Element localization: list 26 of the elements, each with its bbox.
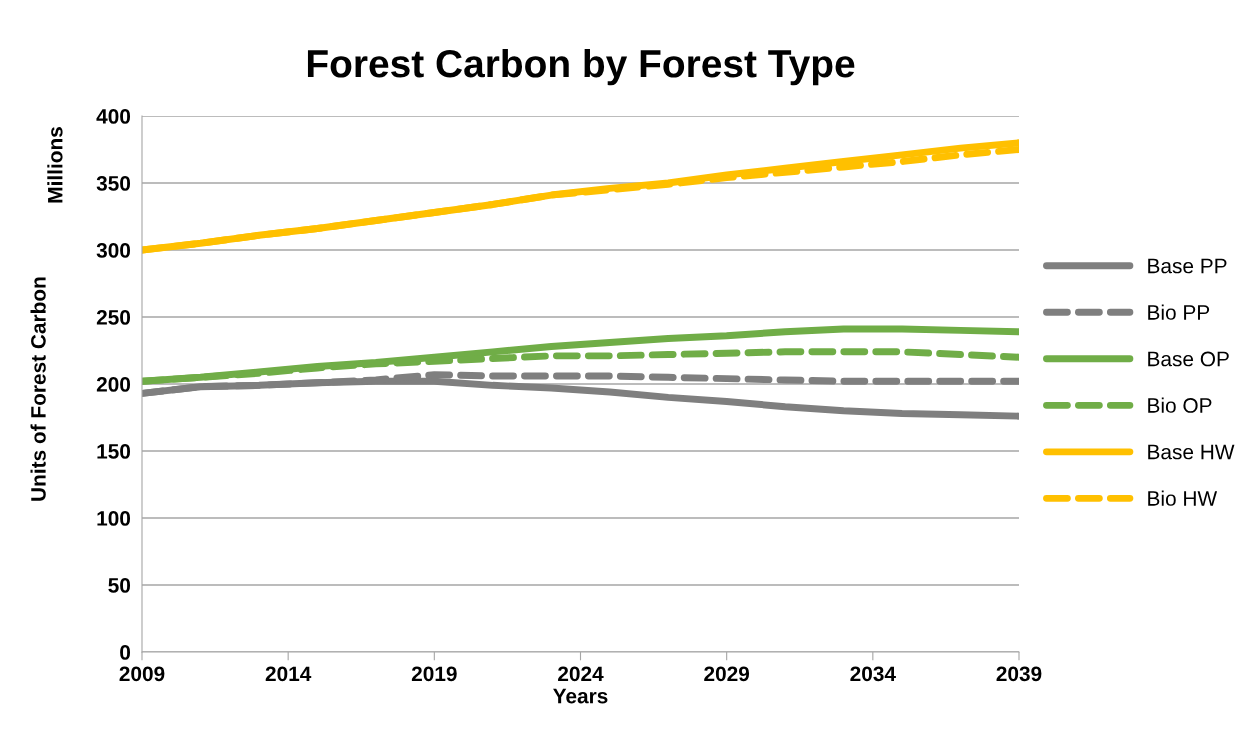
legend-label: Bio PP xyxy=(1148,304,1210,320)
x-tick-label: 2019 xyxy=(411,666,457,682)
x-tick-label: 2009 xyxy=(119,666,165,682)
legend-label: Bio OP xyxy=(1148,397,1212,413)
x-tick-label: 2034 xyxy=(850,666,896,682)
x-axis-title: Years xyxy=(553,688,608,704)
legend-label: Base PP xyxy=(1148,258,1227,274)
y-tick-label: 50 xyxy=(108,578,131,593)
y-tick-label: 150 xyxy=(97,444,131,459)
y-tick-label: 300 xyxy=(96,243,131,258)
legend-label: Base OP xyxy=(1148,351,1229,367)
y-tick-label: 350 xyxy=(96,176,131,191)
y-tick-label: 100 xyxy=(97,511,131,526)
x-tick-label: 2039 xyxy=(996,666,1042,682)
y-tick-label: 0 xyxy=(120,645,131,660)
y-tick-label: 250 xyxy=(96,310,131,325)
chart-title: Forest Carbon by Forest Type xyxy=(307,48,855,86)
legend-label: Base HW xyxy=(1148,444,1235,460)
legend-label: Bio HW xyxy=(1148,490,1218,506)
x-tick-label: 2014 xyxy=(265,666,312,682)
x-tick-label: 2024 xyxy=(558,666,604,682)
x-tick-label: 2029 xyxy=(704,666,750,682)
text: Millions xyxy=(47,127,63,203)
y-axis-title: Units of Forest Carbon xyxy=(30,277,46,501)
y-tick-label: 400 xyxy=(96,109,131,124)
y-tick-label: 200 xyxy=(96,377,131,392)
